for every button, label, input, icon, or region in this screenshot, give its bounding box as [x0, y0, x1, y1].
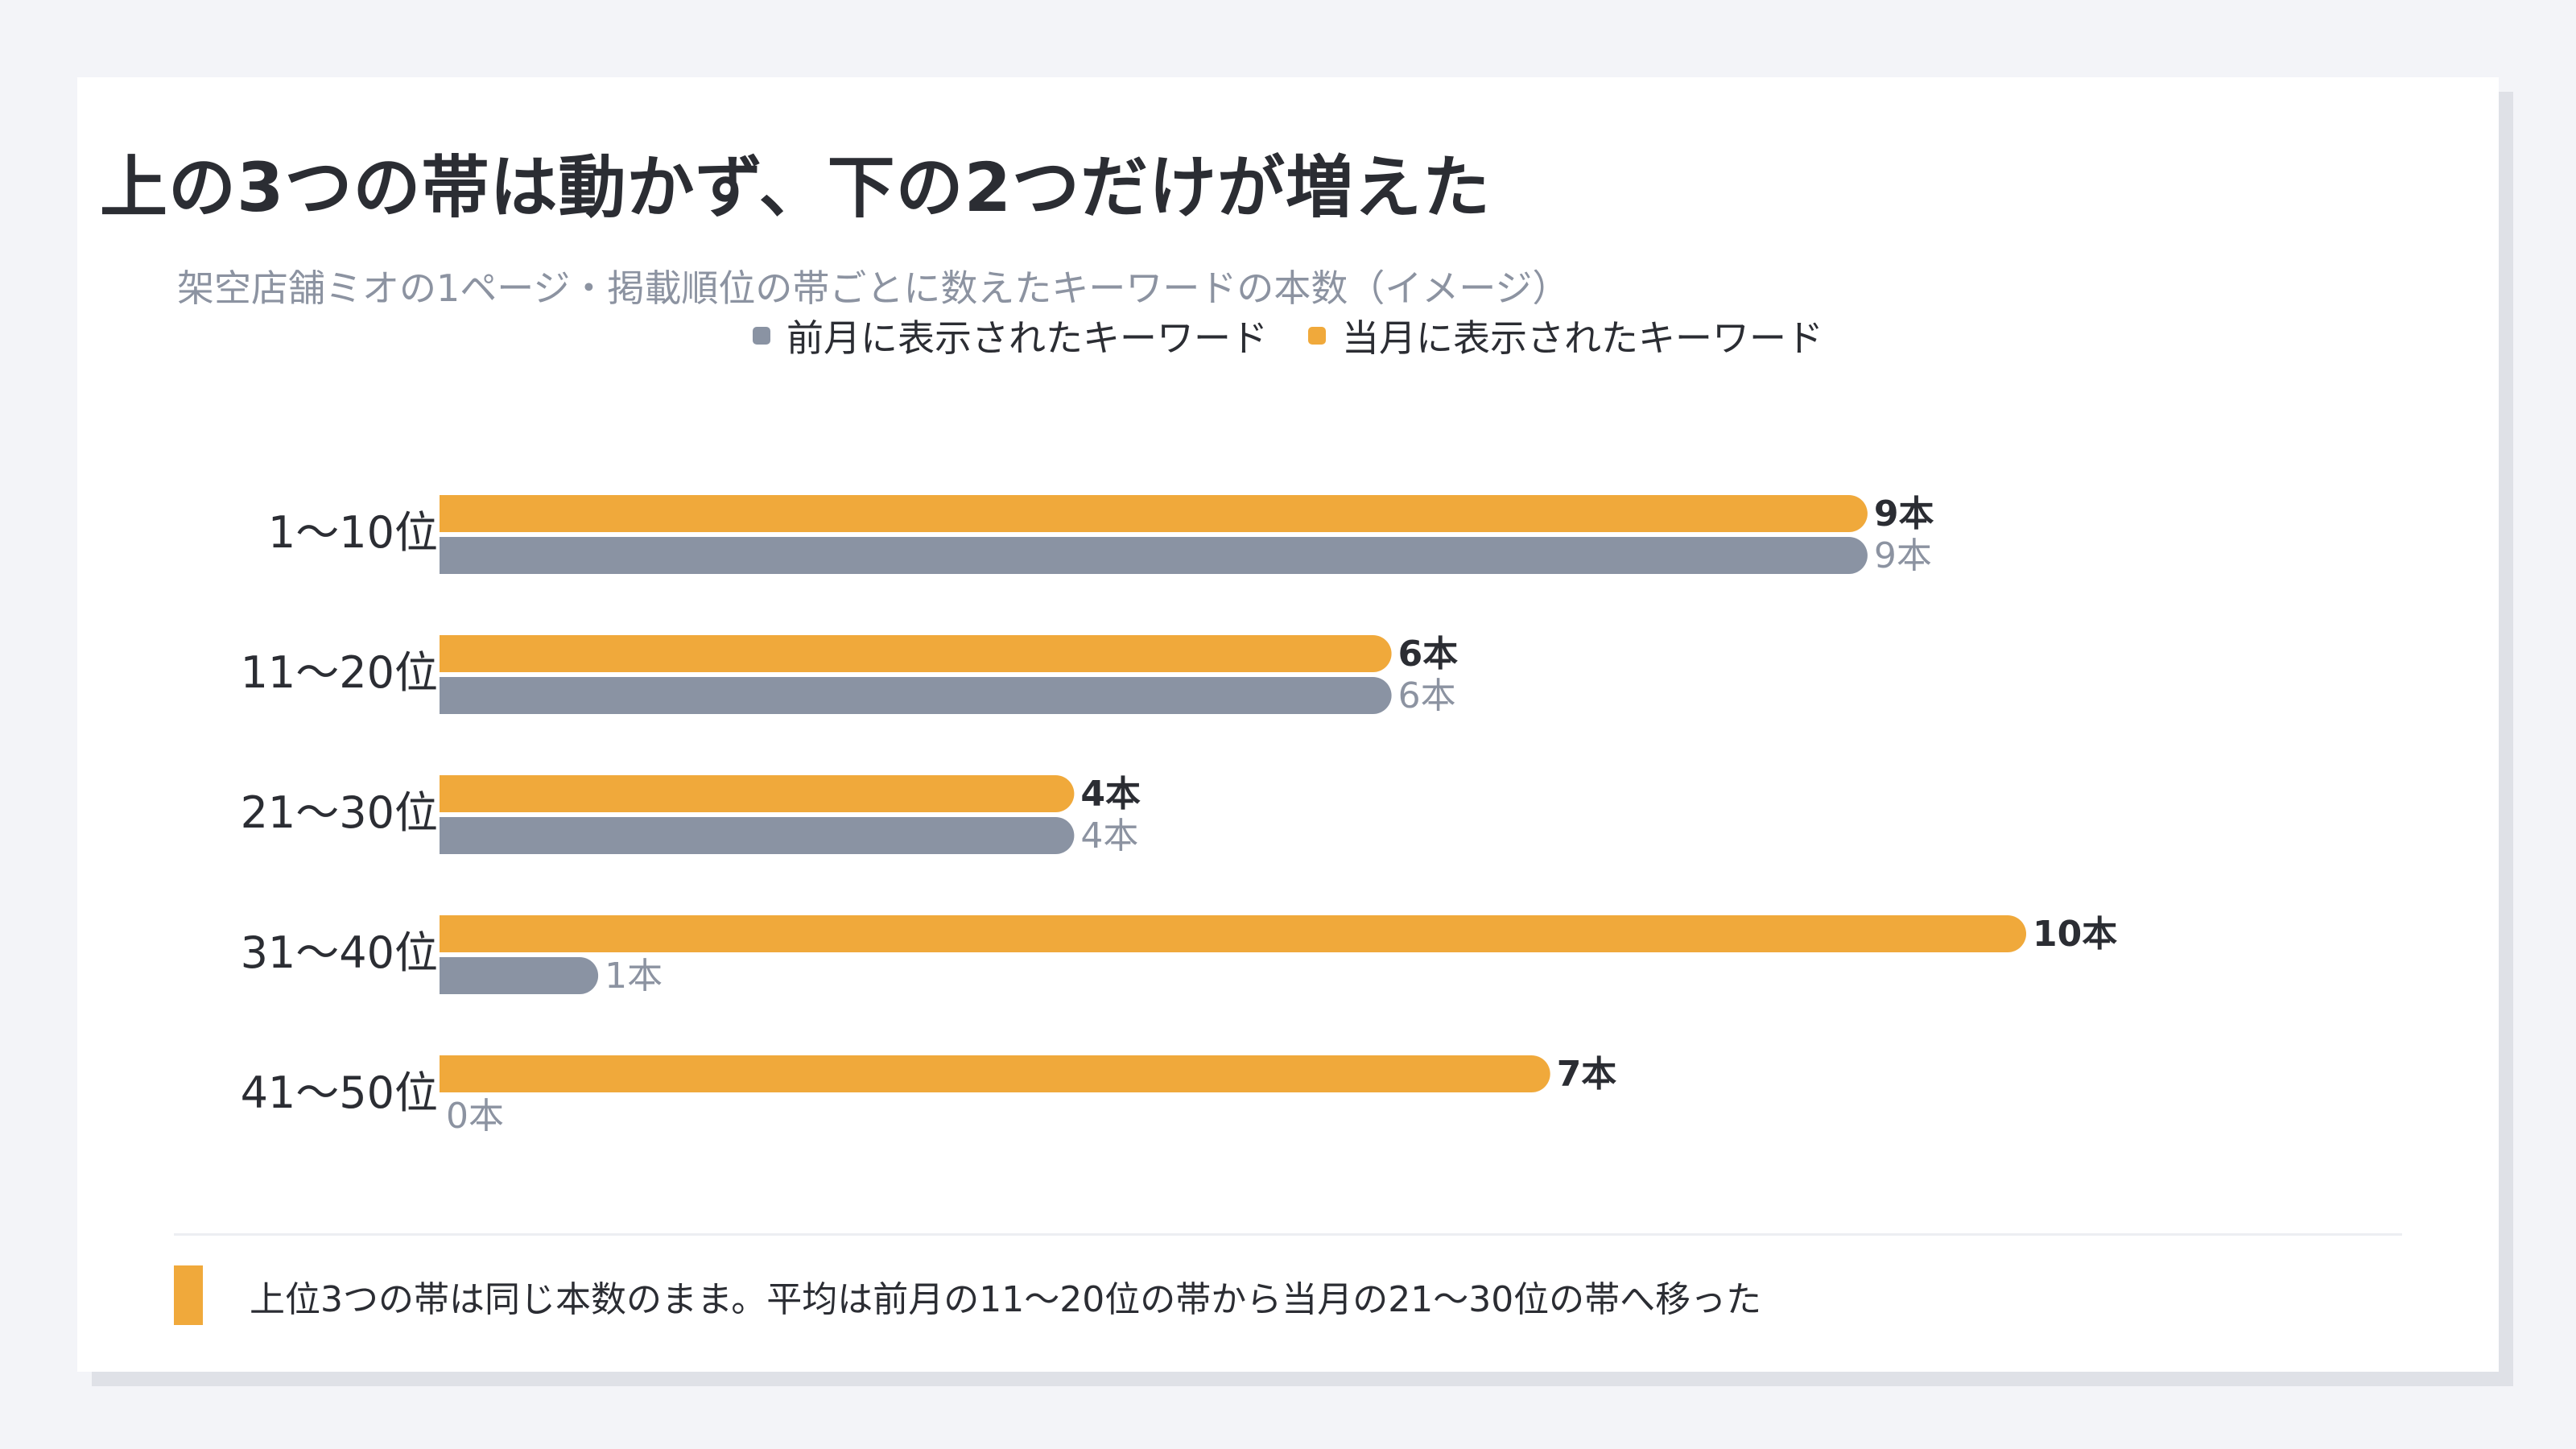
category-label: 31〜40位 [241, 927, 438, 978]
data-label-previous: 9本 [1874, 535, 1932, 576]
data-label-previous: 4本 [1080, 815, 1138, 857]
divider [174, 1233, 2402, 1236]
bar-current [440, 775, 1075, 812]
data-label-current: 7本 [1557, 1054, 1617, 1095]
bar-current [440, 495, 1868, 532]
bar-current [440, 1055, 1550, 1092]
legend-label-previous: 前月に表示されたキーワード [786, 316, 1268, 360]
legend-swatch-current [1308, 327, 1326, 345]
legend-item-previous: 前月に表示されたキーワード [753, 309, 1268, 362]
legend: 前月に表示されたキーワード 当月に表示されたキーワード [0, 309, 2576, 362]
bar-previous [440, 537, 1868, 574]
category-label: 41〜50位 [241, 1067, 438, 1118]
legend-item-current: 当月に表示されたキーワード [1308, 309, 1823, 362]
chart-subtitle: 架空店舗ミオの1ページ・掲載順位の帯ごとに数えたキーワードの本数（イメージ） [177, 266, 1570, 310]
data-label-previous: 1本 [605, 956, 663, 997]
data-label-current: 10本 [2033, 914, 2117, 955]
data-label-current: 9本 [1874, 493, 1934, 535]
bar-previous [440, 817, 1075, 854]
data-label-current: 4本 [1080, 774, 1141, 815]
legend-swatch-previous [753, 327, 770, 345]
note-accent-bar [174, 1265, 203, 1325]
chart-card [77, 77, 2499, 1372]
bar-current [440, 915, 2026, 952]
chart-title: 上の3つの帯は動かず、下の2つだけが増えた [100, 148, 1492, 227]
category-label: 11〜20位 [241, 647, 438, 698]
note-text: 上位3つの帯は同じ本数のまま。平均は前月の11〜20位の帯から当月の21〜30位… [250, 1279, 1762, 1320]
bar-current [440, 635, 1392, 672]
category-label: 1〜10位 [268, 507, 438, 558]
bar-previous [440, 957, 599, 994]
category-label: 21〜30位 [241, 787, 438, 838]
bar-previous [440, 677, 1392, 714]
data-label-previous: 0本 [446, 1096, 504, 1137]
data-label-current: 6本 [1398, 634, 1459, 675]
legend-label-current: 当月に表示されたキーワード [1342, 316, 1823, 360]
data-label-previous: 6本 [1398, 675, 1456, 716]
